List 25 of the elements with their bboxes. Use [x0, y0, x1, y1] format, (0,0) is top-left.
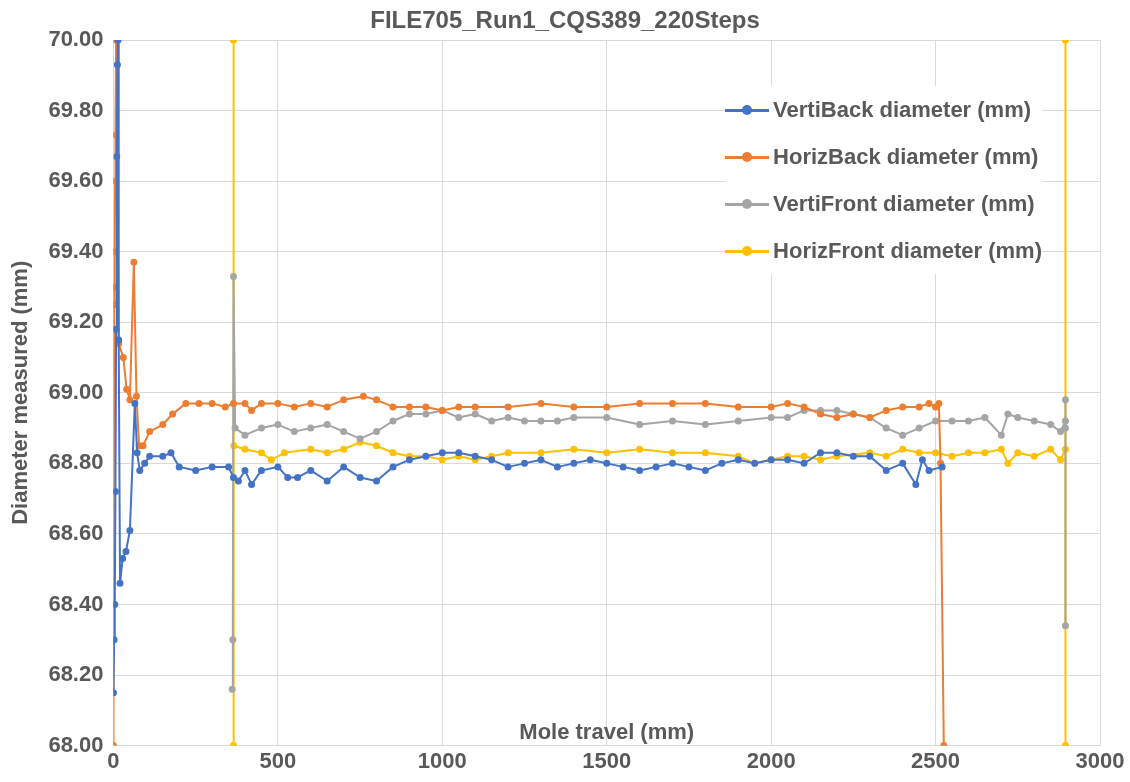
x-axis-title: Mole travel (mm) [519, 718, 695, 744]
x-tick-label: 1500 [582, 747, 632, 773]
legend-label: HorizFront diameter (mm) [773, 237, 1042, 264]
y-tick-label: 69.80 [48, 96, 104, 122]
legend-label: HorizBack diameter (mm) [773, 143, 1039, 170]
x-tick-label: 2500 [911, 747, 961, 773]
y-tick-label: 69.40 [48, 237, 104, 263]
y-tick-label: 69.60 [48, 167, 104, 193]
chart-title: FILE705_Run1_CQS389_220Steps [370, 6, 760, 33]
y-axis-title: Diameter measured (mm) [7, 260, 33, 525]
y-tick-label: 68.40 [48, 590, 104, 616]
y-tick-label: 68.00 [48, 731, 104, 757]
x-tick-label: 1000 [417, 747, 467, 773]
legend-label: VertiFront diameter (mm) [773, 190, 1035, 217]
y-tick-label: 68.80 [48, 449, 104, 475]
x-tick-label: 500 [259, 747, 297, 773]
x-tick-label: 0 [107, 747, 120, 773]
y-tick-label: 69.00 [48, 378, 104, 404]
y-tick-label: 68.20 [48, 661, 104, 687]
legend-label: VertiBack diameter (mm) [773, 96, 1032, 123]
x-tick-label: 3000 [1075, 747, 1125, 773]
x-tick-label: 2000 [746, 747, 796, 773]
y-tick-label: 69.20 [48, 308, 104, 334]
y-tick-label: 68.60 [48, 519, 104, 545]
y-tick-label: 70.00 [48, 26, 104, 52]
